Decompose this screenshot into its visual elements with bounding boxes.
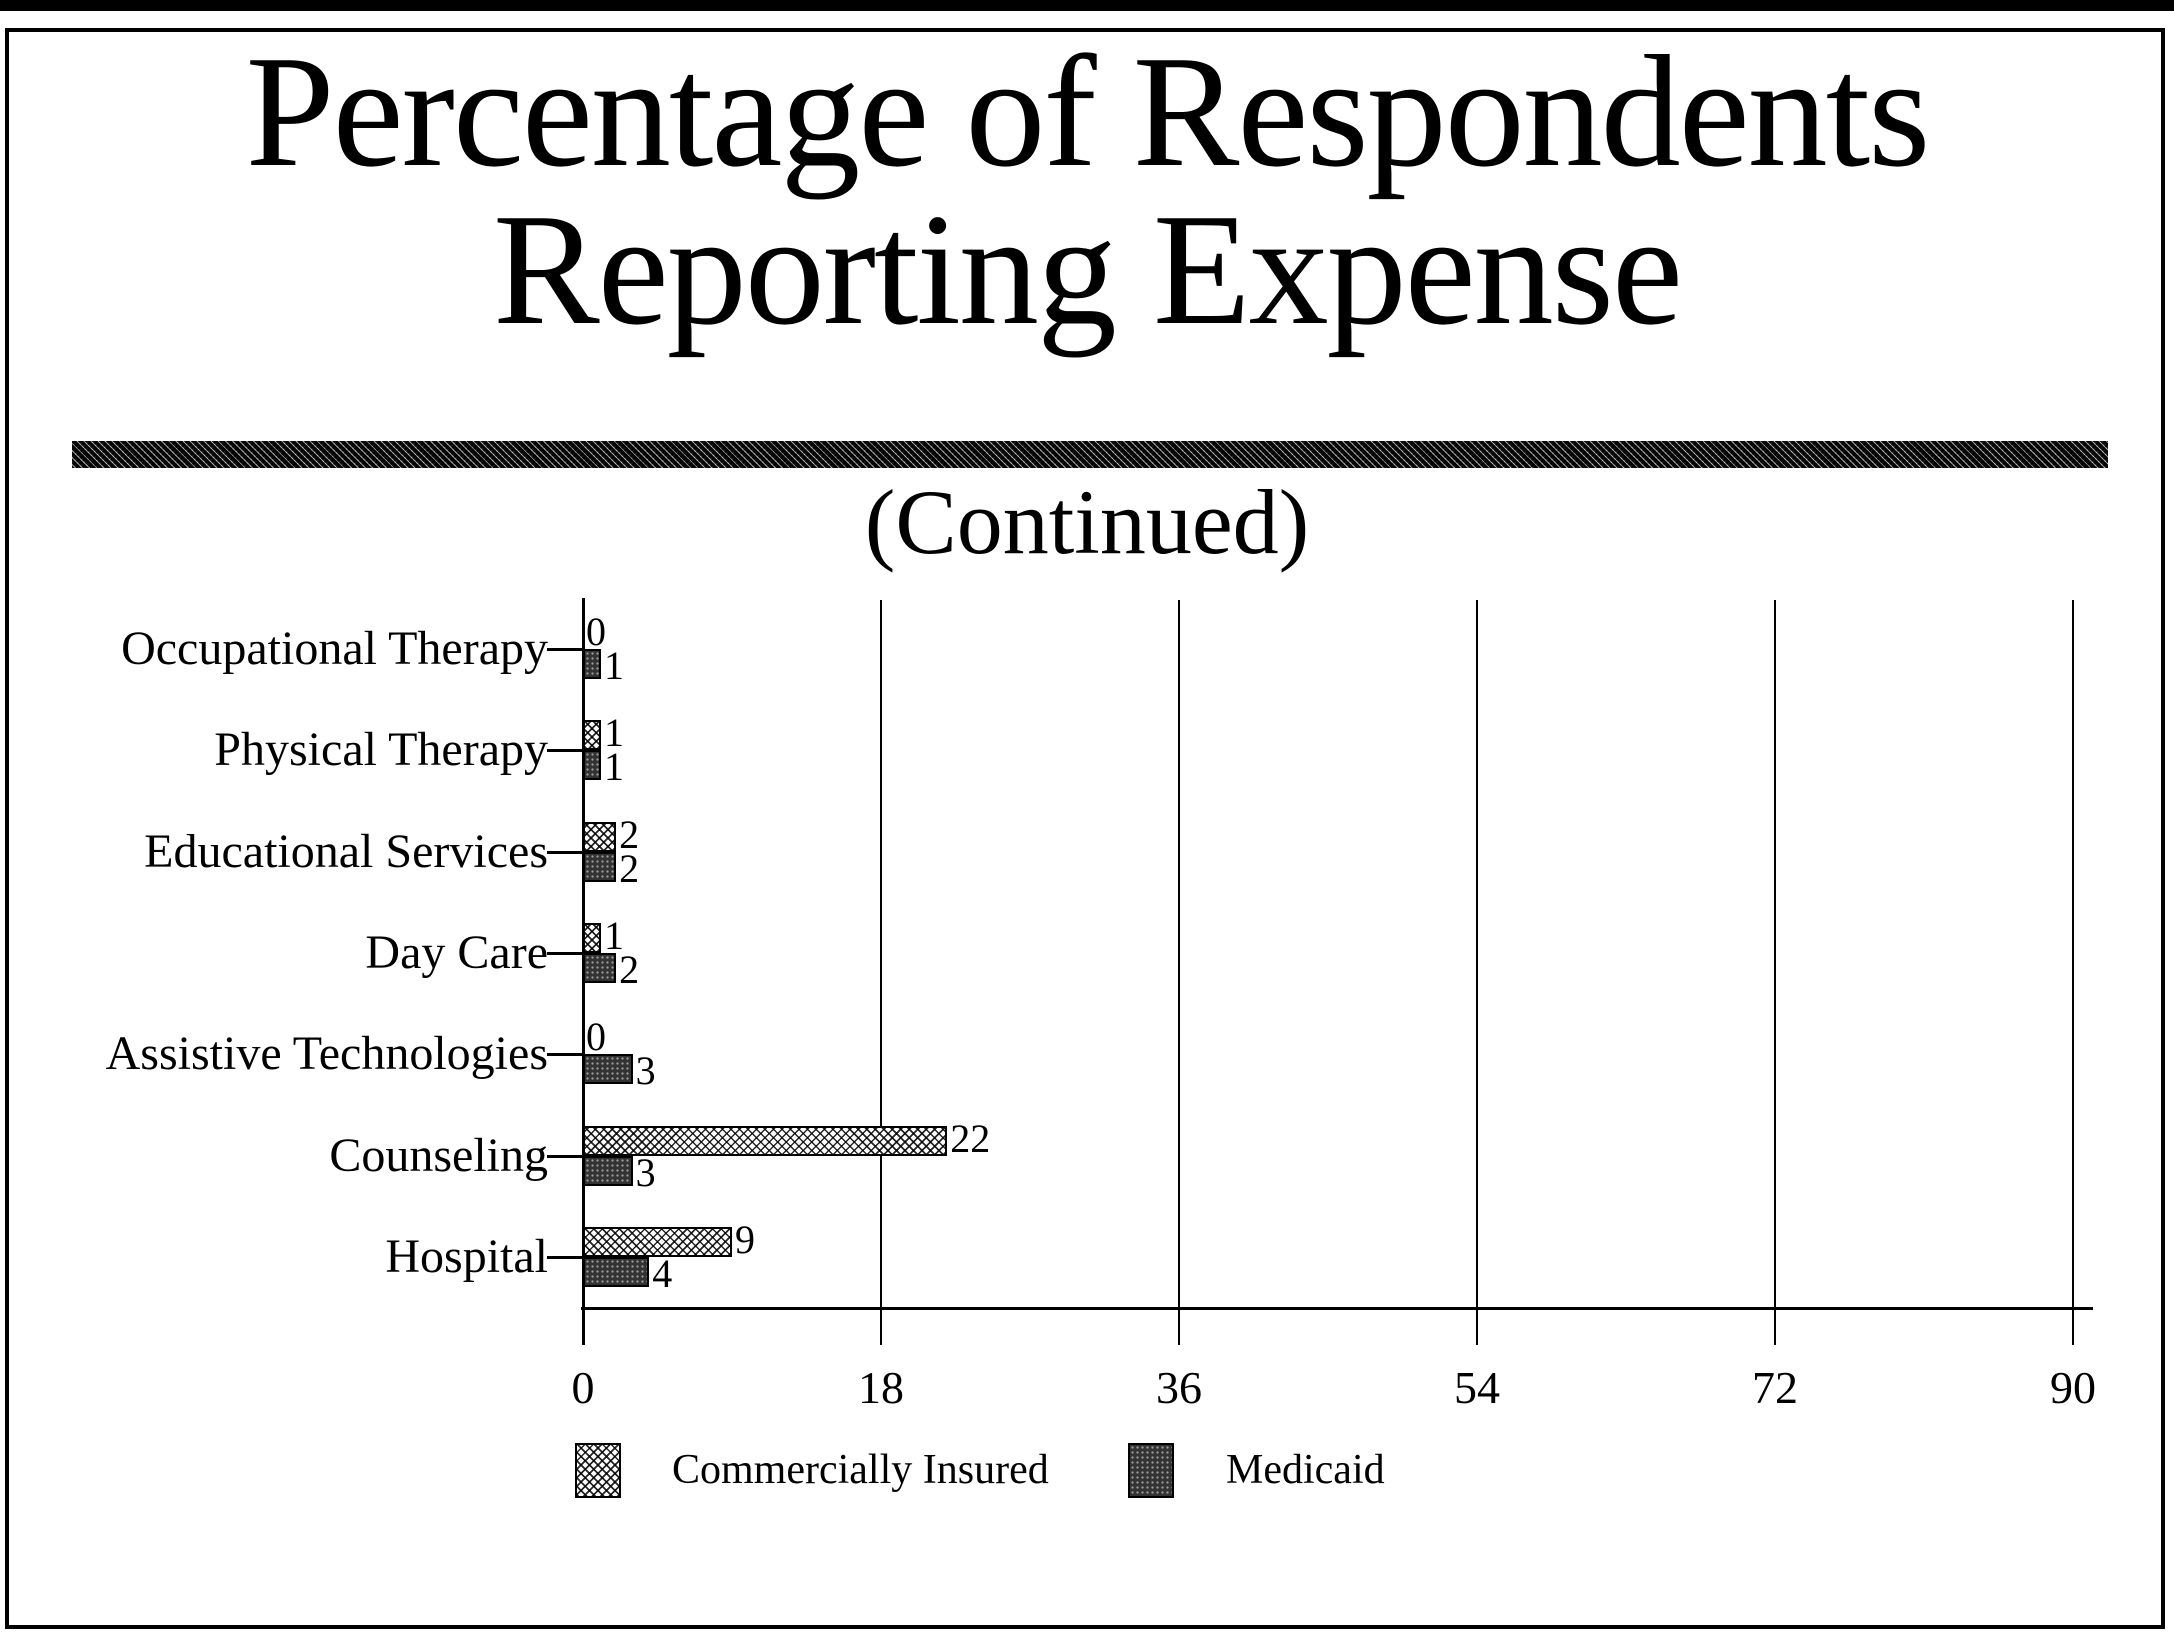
category-label-educational-services: Educational Services (144, 824, 548, 878)
slide-border (5, 28, 2165, 1629)
value-label-medicaid-day-care: 2 (619, 947, 640, 992)
bar-medicaid-hospital (583, 1257, 650, 1288)
gridline-18 (880, 600, 882, 1345)
legend-swatch-commercially-insured (575, 1443, 621, 1498)
x-tick-label-18: 18 (858, 1362, 904, 1413)
x-tick-label-90: 90 (2050, 1362, 2096, 1413)
x-tick-label-54: 54 (1454, 1362, 1500, 1413)
value-label-medicaid-assistive-technologies: 3 (635, 1048, 656, 1094)
value-label-commercially-insured-assistive-technologies: 0 (586, 1014, 606, 1060)
bar-medicaid-day-care (583, 953, 617, 983)
category-tick-counseling (547, 1154, 583, 1158)
value-axis-line (581, 1307, 2093, 1310)
value-label-medicaid-occupational-therapy: 1 (604, 642, 624, 688)
gridline-72 (1774, 600, 1776, 1345)
value-label-medicaid-counseling: 3 (635, 1149, 656, 1195)
category-label-counseling: Counseling (329, 1128, 548, 1182)
value-label-medicaid-physical-therapy: 1 (604, 744, 624, 790)
category-label-occupational-therapy: Occupational Therapy (121, 621, 548, 675)
bar-commercially-insured-day-care (583, 923, 601, 953)
title-divider-rule (72, 441, 2108, 468)
value-label-commercially-insured-counseling: 22 (950, 1115, 991, 1161)
category-label-assistive-technologies: Assistive Technologies (105, 1027, 548, 1081)
category-tick-educational-services (547, 850, 583, 854)
x-tick-label-0: 0 (571, 1362, 595, 1413)
chart-plot-area: 0 1 1 1 2 2 1 2 0 3 22 3 9 4 (547, 598, 2093, 1345)
category-tick-assistive-technologies (547, 1053, 583, 1057)
gridline-54 (1476, 600, 1478, 1345)
x-tick-label-36: 36 (1156, 1362, 1202, 1413)
bar-commercially-insured-hospital (583, 1227, 732, 1258)
chart-legend: Commercially Insured Medicaid (0, 1440, 2174, 1510)
bar-commercially-insured-educational-services (583, 821, 617, 852)
bar-commercially-insured-counseling (583, 1125, 948, 1156)
value-axis-labels: 0 18 36 54 72 90 (0, 1362, 2174, 1422)
value-label-commercially-insured-educational-services: 2 (619, 811, 640, 857)
bar-medicaid-counseling (583, 1155, 633, 1186)
value-label-medicaid-hospital: 4 (652, 1251, 673, 1297)
category-axis-labels: Occupational Therapy Physical Therapy Educ… (0, 598, 548, 1308)
bar-medicaid-assistive-technologies (583, 1054, 633, 1085)
bar-medicaid-occupational-therapy (583, 648, 601, 679)
bar-medicaid-physical-therapy (583, 750, 601, 781)
value-label-commercially-insured-hospital: 9 (735, 1217, 755, 1263)
legend-swatch-medicaid (1128, 1443, 1174, 1498)
legend-label-commercially-insured: Commercially Insured (672, 1447, 1049, 1493)
value-label-commercially-insured-day-care: 1 (604, 913, 624, 958)
gridline-90 (2072, 600, 2074, 1345)
scan-edge-artifact (0, 0, 2174, 11)
slide-subtitle: (Continued) (864, 471, 1310, 573)
title-line-1: Percentage of Respondents (245, 22, 1931, 200)
legend-label-medicaid: Medicaid (1226, 1447, 1385, 1493)
bar-commercially-insured-physical-therapy (583, 720, 601, 751)
category-tick-occupational-therapy (547, 647, 583, 651)
category-tick-day-care (547, 952, 583, 955)
slide-title: Percentage of Respondents Reporting Expe… (0, 22, 2174, 358)
category-tick-hospital (547, 1256, 583, 1260)
category-tick-physical-therapy (547, 749, 583, 753)
x-tick-label-72: 72 (1752, 1362, 1798, 1413)
value-label-commercially-insured-occupational-therapy: 0 (586, 608, 606, 654)
category-label-physical-therapy: Physical Therapy (214, 723, 548, 777)
value-label-commercially-insured-physical-therapy: 1 (604, 710, 624, 756)
category-label-hospital: Hospital (385, 1230, 548, 1284)
bar-medicaid-educational-services (583, 851, 617, 882)
category-label-day-care: Day Care (365, 926, 548, 979)
title-line-2: Reporting Expense (493, 180, 1683, 358)
value-label-medicaid-educational-services: 2 (619, 845, 640, 891)
gridline-36 (1178, 600, 1180, 1345)
